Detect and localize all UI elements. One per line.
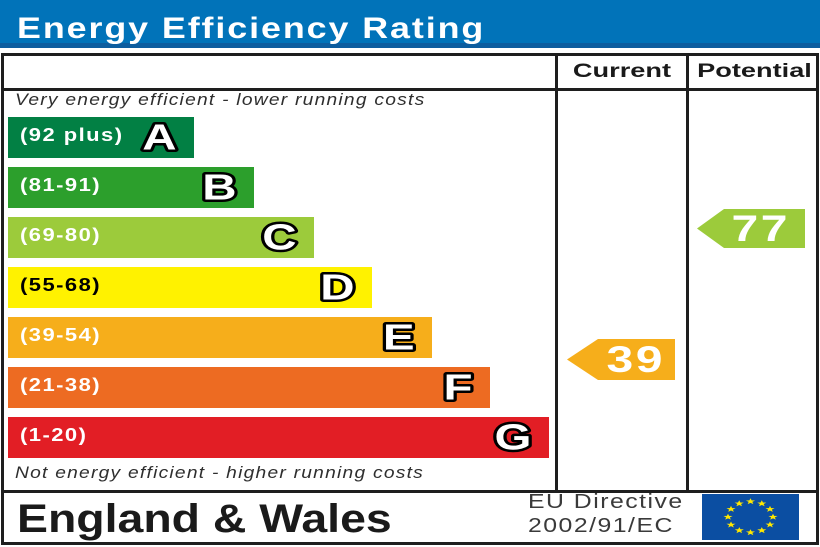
svg-text:C: C: [262, 217, 296, 257]
svg-text:B: B: [202, 167, 236, 207]
svg-text:E: E: [383, 317, 415, 357]
svg-text:A: A: [142, 117, 176, 157]
svg-text:F: F: [443, 367, 472, 407]
svg-text:D: D: [320, 267, 354, 307]
svg-text:G: G: [495, 417, 532, 457]
